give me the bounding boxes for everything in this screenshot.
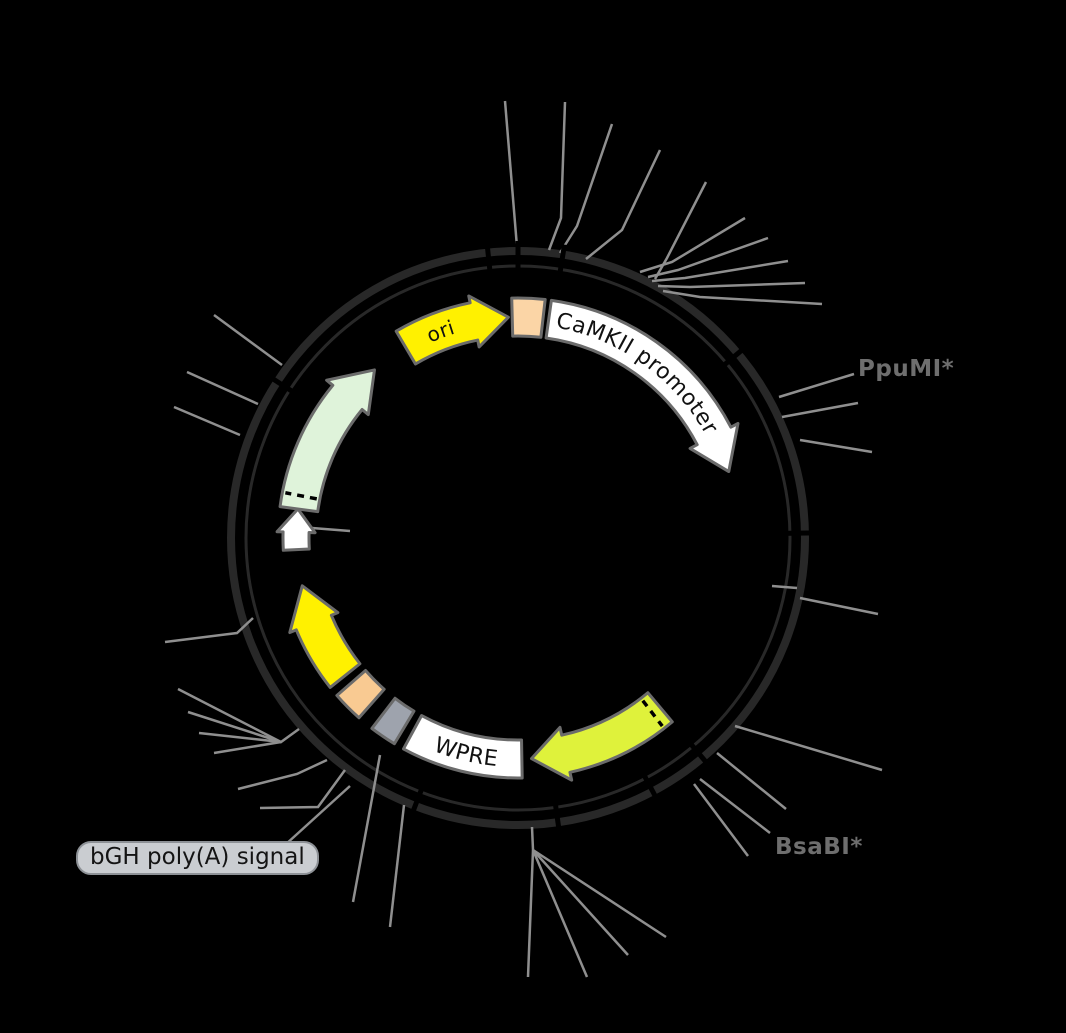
enzyme-site-line <box>187 710 282 744</box>
enzyme-site-line <box>558 123 614 254</box>
enzyme-tick <box>636 764 660 802</box>
enzyme-site-line <box>771 584 798 590</box>
enzyme-site-line <box>351 754 382 903</box>
enzyme-site-line <box>531 849 589 978</box>
enzyme-site-line <box>237 758 328 791</box>
enzyme-tick <box>714 345 748 375</box>
enzyme-site-line <box>259 769 347 810</box>
enzyme-tick <box>555 244 567 284</box>
feature-wpre[interactable] <box>401 714 524 780</box>
enzyme-site-line <box>164 617 254 644</box>
enzyme-site-line <box>532 848 667 939</box>
enzyme-site-line <box>657 281 806 289</box>
enzyme-site-line <box>778 372 855 399</box>
enzyme-site-line <box>186 370 259 406</box>
enzyme-site-line <box>693 783 749 857</box>
enzyme-site-line <box>213 740 282 755</box>
feature-yellow-arrow[interactable] <box>288 584 362 689</box>
feature-label-bgh-polya-signal[interactable]: bGH poly(A) signal <box>76 841 319 875</box>
enzyme-label-bsabi[interactable]: BsaBI* <box>775 834 863 860</box>
enzyme-site-line <box>284 785 351 846</box>
enzyme-site-line <box>653 181 708 280</box>
feature-itr-box-top[interactable] <box>510 296 547 339</box>
enzyme-site-line <box>699 778 771 834</box>
enzyme-site-line <box>532 849 629 956</box>
feature-itr-box-bottom[interactable] <box>335 669 386 720</box>
feature-truncation-dash <box>641 699 664 728</box>
enzyme-site-line <box>503 100 519 248</box>
enzyme-site-line <box>311 526 351 533</box>
enzyme-site-line <box>716 752 787 810</box>
enzyme-tick <box>267 374 303 400</box>
enzyme-site-line <box>198 731 282 744</box>
enzyme-tick <box>484 242 494 282</box>
enzyme-site-line <box>647 236 769 279</box>
enzyme-site-line <box>213 313 283 367</box>
enzyme-site-line <box>639 216 746 274</box>
feature-cds-pale-green[interactable] <box>278 368 376 514</box>
enzyme-site-line <box>173 405 241 437</box>
enzyme-site-line <box>662 289 823 306</box>
feature-polya-box[interactable] <box>370 696 416 746</box>
enzyme-site-line <box>781 401 859 419</box>
feature-cds-chartreuse[interactable] <box>529 691 674 782</box>
enzyme-site-line <box>734 724 883 772</box>
enzyme-label-ppumi[interactable]: PpuMI* <box>858 356 955 382</box>
enzyme-site-line <box>799 438 873 454</box>
feature-ori[interactable] <box>394 294 510 366</box>
feature-camkii-promoter[interactable] <box>544 298 740 474</box>
enzyme-tick <box>409 777 428 817</box>
enzyme-site-line <box>651 259 789 283</box>
plasmid-ring-inner <box>244 264 792 812</box>
feature-truncation-dash <box>285 491 318 501</box>
enzyme-site-line <box>799 596 879 616</box>
enzyme-tick <box>551 793 562 833</box>
enzyme-tick <box>775 530 815 536</box>
enzyme-site-line <box>526 826 535 978</box>
enzyme-site-line <box>547 101 567 251</box>
enzyme-site-line <box>585 149 662 260</box>
enzyme-tick <box>681 734 711 768</box>
feature-small-promoter-arrow[interactable] <box>275 507 317 552</box>
enzyme-site-line <box>388 804 406 928</box>
